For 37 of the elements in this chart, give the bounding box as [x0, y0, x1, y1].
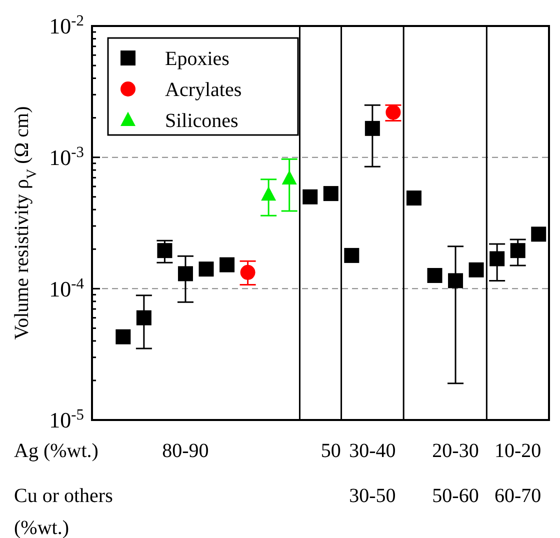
point	[302, 189, 318, 204]
y-tick-label: 10$^{-2}$	[49, 12, 84, 39]
point	[116, 329, 131, 344]
y-tick-label: 10$^{-5}$	[49, 406, 84, 433]
y-tick-label: 10$^{-4}$	[49, 274, 84, 302]
text: 50-60	[432, 485, 479, 507]
x-axis-title: Ag (%wt.)	[14, 440, 98, 462]
legend-label: Epoxies	[165, 48, 230, 70]
x-tick-label: 50	[320, 440, 341, 462]
point	[136, 310, 152, 326]
point	[427, 268, 442, 283]
point	[406, 190, 422, 206]
point	[490, 251, 505, 266]
point	[510, 243, 526, 258]
text: 30-50	[349, 485, 396, 507]
point	[261, 186, 276, 201]
point	[448, 273, 464, 288]
point	[282, 170, 297, 184]
point	[468, 262, 484, 278]
legend-label: Acrylates	[165, 79, 242, 101]
point	[323, 186, 338, 202]
point	[240, 264, 256, 280]
point	[157, 243, 172, 258]
x-tick-label: 30-40	[349, 440, 396, 462]
point	[220, 257, 235, 272]
text: Cu or others (%wt.)	[14, 485, 114, 538]
point	[178, 266, 193, 282]
x-tick-label: 20-30	[432, 440, 479, 462]
legend-label: Silicones	[165, 110, 239, 132]
x-tick-label: 80-90	[162, 440, 209, 462]
point	[531, 226, 546, 242]
point	[198, 262, 214, 277]
text: 60-70	[494, 485, 542, 507]
point	[344, 248, 360, 263]
y-tick-label: 10$^{-3}$	[49, 144, 84, 170]
point	[364, 120, 380, 136]
x-tick-label: 10-20	[494, 440, 542, 462]
